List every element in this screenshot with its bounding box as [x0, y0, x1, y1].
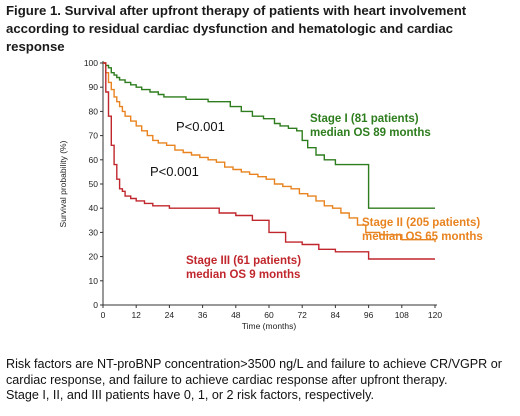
- annotation-stage2-line-2: median OS 65 months: [362, 231, 483, 243]
- x-tick-label: 36: [198, 310, 208, 320]
- y-tick-label: 60: [89, 155, 99, 165]
- caption-line-1: Risk factors are NT-proBNP concentration…: [6, 357, 502, 387]
- annotation-stage1-line-1: Stage I (81 patients): [310, 113, 419, 125]
- x-tick-label: 84: [331, 310, 341, 320]
- x-tick-label: 12: [131, 310, 141, 320]
- y-tick-label: 50: [89, 179, 99, 189]
- curve-stage3: [103, 62, 435, 260]
- y-tick-label: 40: [89, 203, 99, 213]
- p-value-2: P<0.001: [150, 164, 199, 179]
- annotation-stage1-line-2: median OS 89 months: [310, 127, 431, 139]
- x-tick-label: 48: [231, 310, 241, 320]
- y-tick-label: 10: [89, 276, 99, 286]
- x-tick-label: 120: [428, 310, 442, 320]
- figure-title: Figure 1. Survival after upfront therapy…: [6, 3, 467, 54]
- x-tick-label: 108: [395, 310, 409, 320]
- curve-stage2: [103, 62, 436, 243]
- x-tick-label: 96: [364, 310, 374, 320]
- survival-chart: 0 10 20 30 40 50 60 70 80 90 100 0 12 24 36 48 60 72 84 96 1…: [58, 58, 483, 331]
- x-tick-label: 60: [264, 310, 274, 320]
- y-tick-label: 30: [89, 227, 99, 237]
- caption-line-2: Stage I, II, and III patients have 0, 1,…: [6, 388, 374, 403]
- figure-caption: Risk factors are NT-proBNP concentration…: [6, 357, 516, 404]
- y-axis-label: Survival probability (%): [58, 140, 68, 227]
- annotation-stage2-line-1: Stage II (205 patients): [362, 217, 480, 229]
- x-tick-label: 24: [165, 310, 175, 320]
- x-tick-label: 0: [101, 310, 106, 320]
- y-tick-label: 70: [89, 131, 99, 141]
- p-value-1: P<0.001: [176, 119, 225, 134]
- y-tick-label: 20: [89, 252, 99, 262]
- survival-curves: [103, 62, 436, 260]
- annotation-stage3-line-2: median OS 9 months: [186, 269, 300, 281]
- chart-axes: 0 10 20 30 40 50 60 70 80 90 100 0 12 24 36 48 60 72 84 96 1…: [58, 58, 442, 331]
- y-tick-label: 90: [89, 82, 99, 92]
- annotation-stage3-line-1: Stage III (61 patients): [186, 255, 301, 267]
- x-axis-label: Time (months): [242, 321, 297, 331]
- y-tick-label: 80: [89, 106, 99, 116]
- x-tick-label: 72: [297, 310, 307, 320]
- chart-annotations: Stage I (81 patients) median OS 89 months…: [150, 113, 483, 281]
- y-tick-label: 100: [84, 58, 98, 68]
- y-tick-label: 0: [93, 300, 98, 310]
- curve-stage1: [103, 62, 435, 209]
